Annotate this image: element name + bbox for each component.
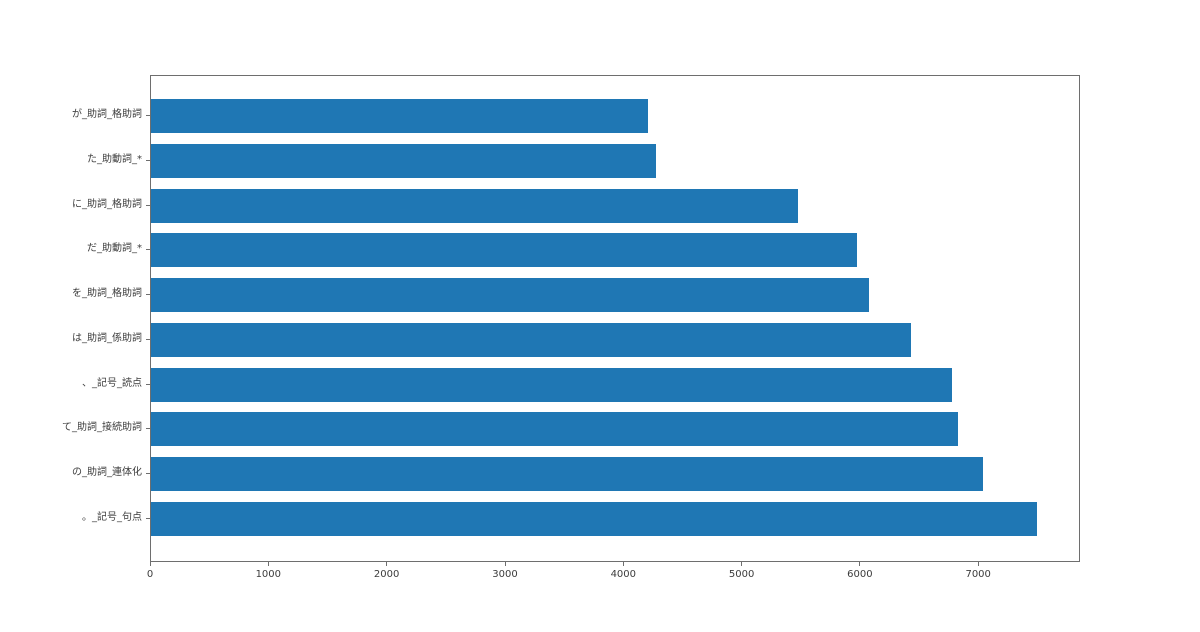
bar	[151, 322, 911, 357]
y-tick-mark	[146, 159, 150, 161]
x-tick-mark	[977, 562, 979, 566]
x-tick-mark	[741, 562, 743, 566]
bar	[151, 233, 858, 268]
bar	[151, 367, 952, 402]
x-tick-label: 0	[146, 569, 154, 580]
y-tick-label: た_助動詞_*	[87, 153, 142, 165]
x-tick-label: 4000	[610, 569, 637, 580]
y-tick-label: に_助詞_格助詞	[72, 198, 142, 210]
y-tick-mark	[146, 204, 150, 206]
y-tick-label: は_助詞_係助詞	[72, 332, 142, 344]
y-tick-mark	[146, 338, 150, 340]
x-tick-label: 6000	[847, 569, 873, 580]
x-tick-mark	[622, 562, 624, 566]
x-tick-mark	[386, 562, 388, 566]
y-tick-mark	[146, 294, 150, 296]
y-tick-label: の_助詞_連体化	[72, 467, 142, 479]
bar	[151, 99, 648, 133]
y-tick-mark	[146, 383, 150, 385]
bar	[151, 278, 870, 313]
x-tick-label: 3000	[492, 569, 518, 580]
plot-area	[150, 75, 1080, 562]
bar	[151, 143, 657, 178]
y-tick-label: て_助詞_接続助詞	[62, 422, 142, 434]
y-tick-mark	[146, 428, 150, 430]
x-tick-mark	[859, 562, 861, 566]
bar	[151, 502, 1038, 536]
x-tick-mark	[504, 562, 506, 566]
y-tick-mark	[146, 518, 150, 519]
y-tick-label: を_助詞_格助詞	[72, 288, 142, 300]
x-tick-label: 5000	[728, 569, 755, 580]
y-tick-mark	[146, 249, 150, 251]
y-tick-mark	[146, 115, 150, 116]
y-tick-label: が_助詞_格助詞	[72, 109, 142, 120]
x-tick-mark	[267, 562, 269, 566]
y-tick-mark	[146, 473, 150, 475]
x-tick-mark	[149, 562, 151, 566]
y-tick-label: だ_助動詞_*	[87, 243, 142, 255]
x-tick-label: 1000	[255, 569, 282, 580]
bar	[151, 457, 983, 492]
bar	[151, 188, 798, 223]
y-tick-label: 、_記号_読点	[82, 377, 142, 389]
x-tick-label: 2000	[373, 569, 400, 580]
y-tick-label: 。_記号_句点	[82, 512, 142, 523]
x-tick-label: 7000	[965, 569, 991, 580]
bar	[151, 412, 958, 447]
